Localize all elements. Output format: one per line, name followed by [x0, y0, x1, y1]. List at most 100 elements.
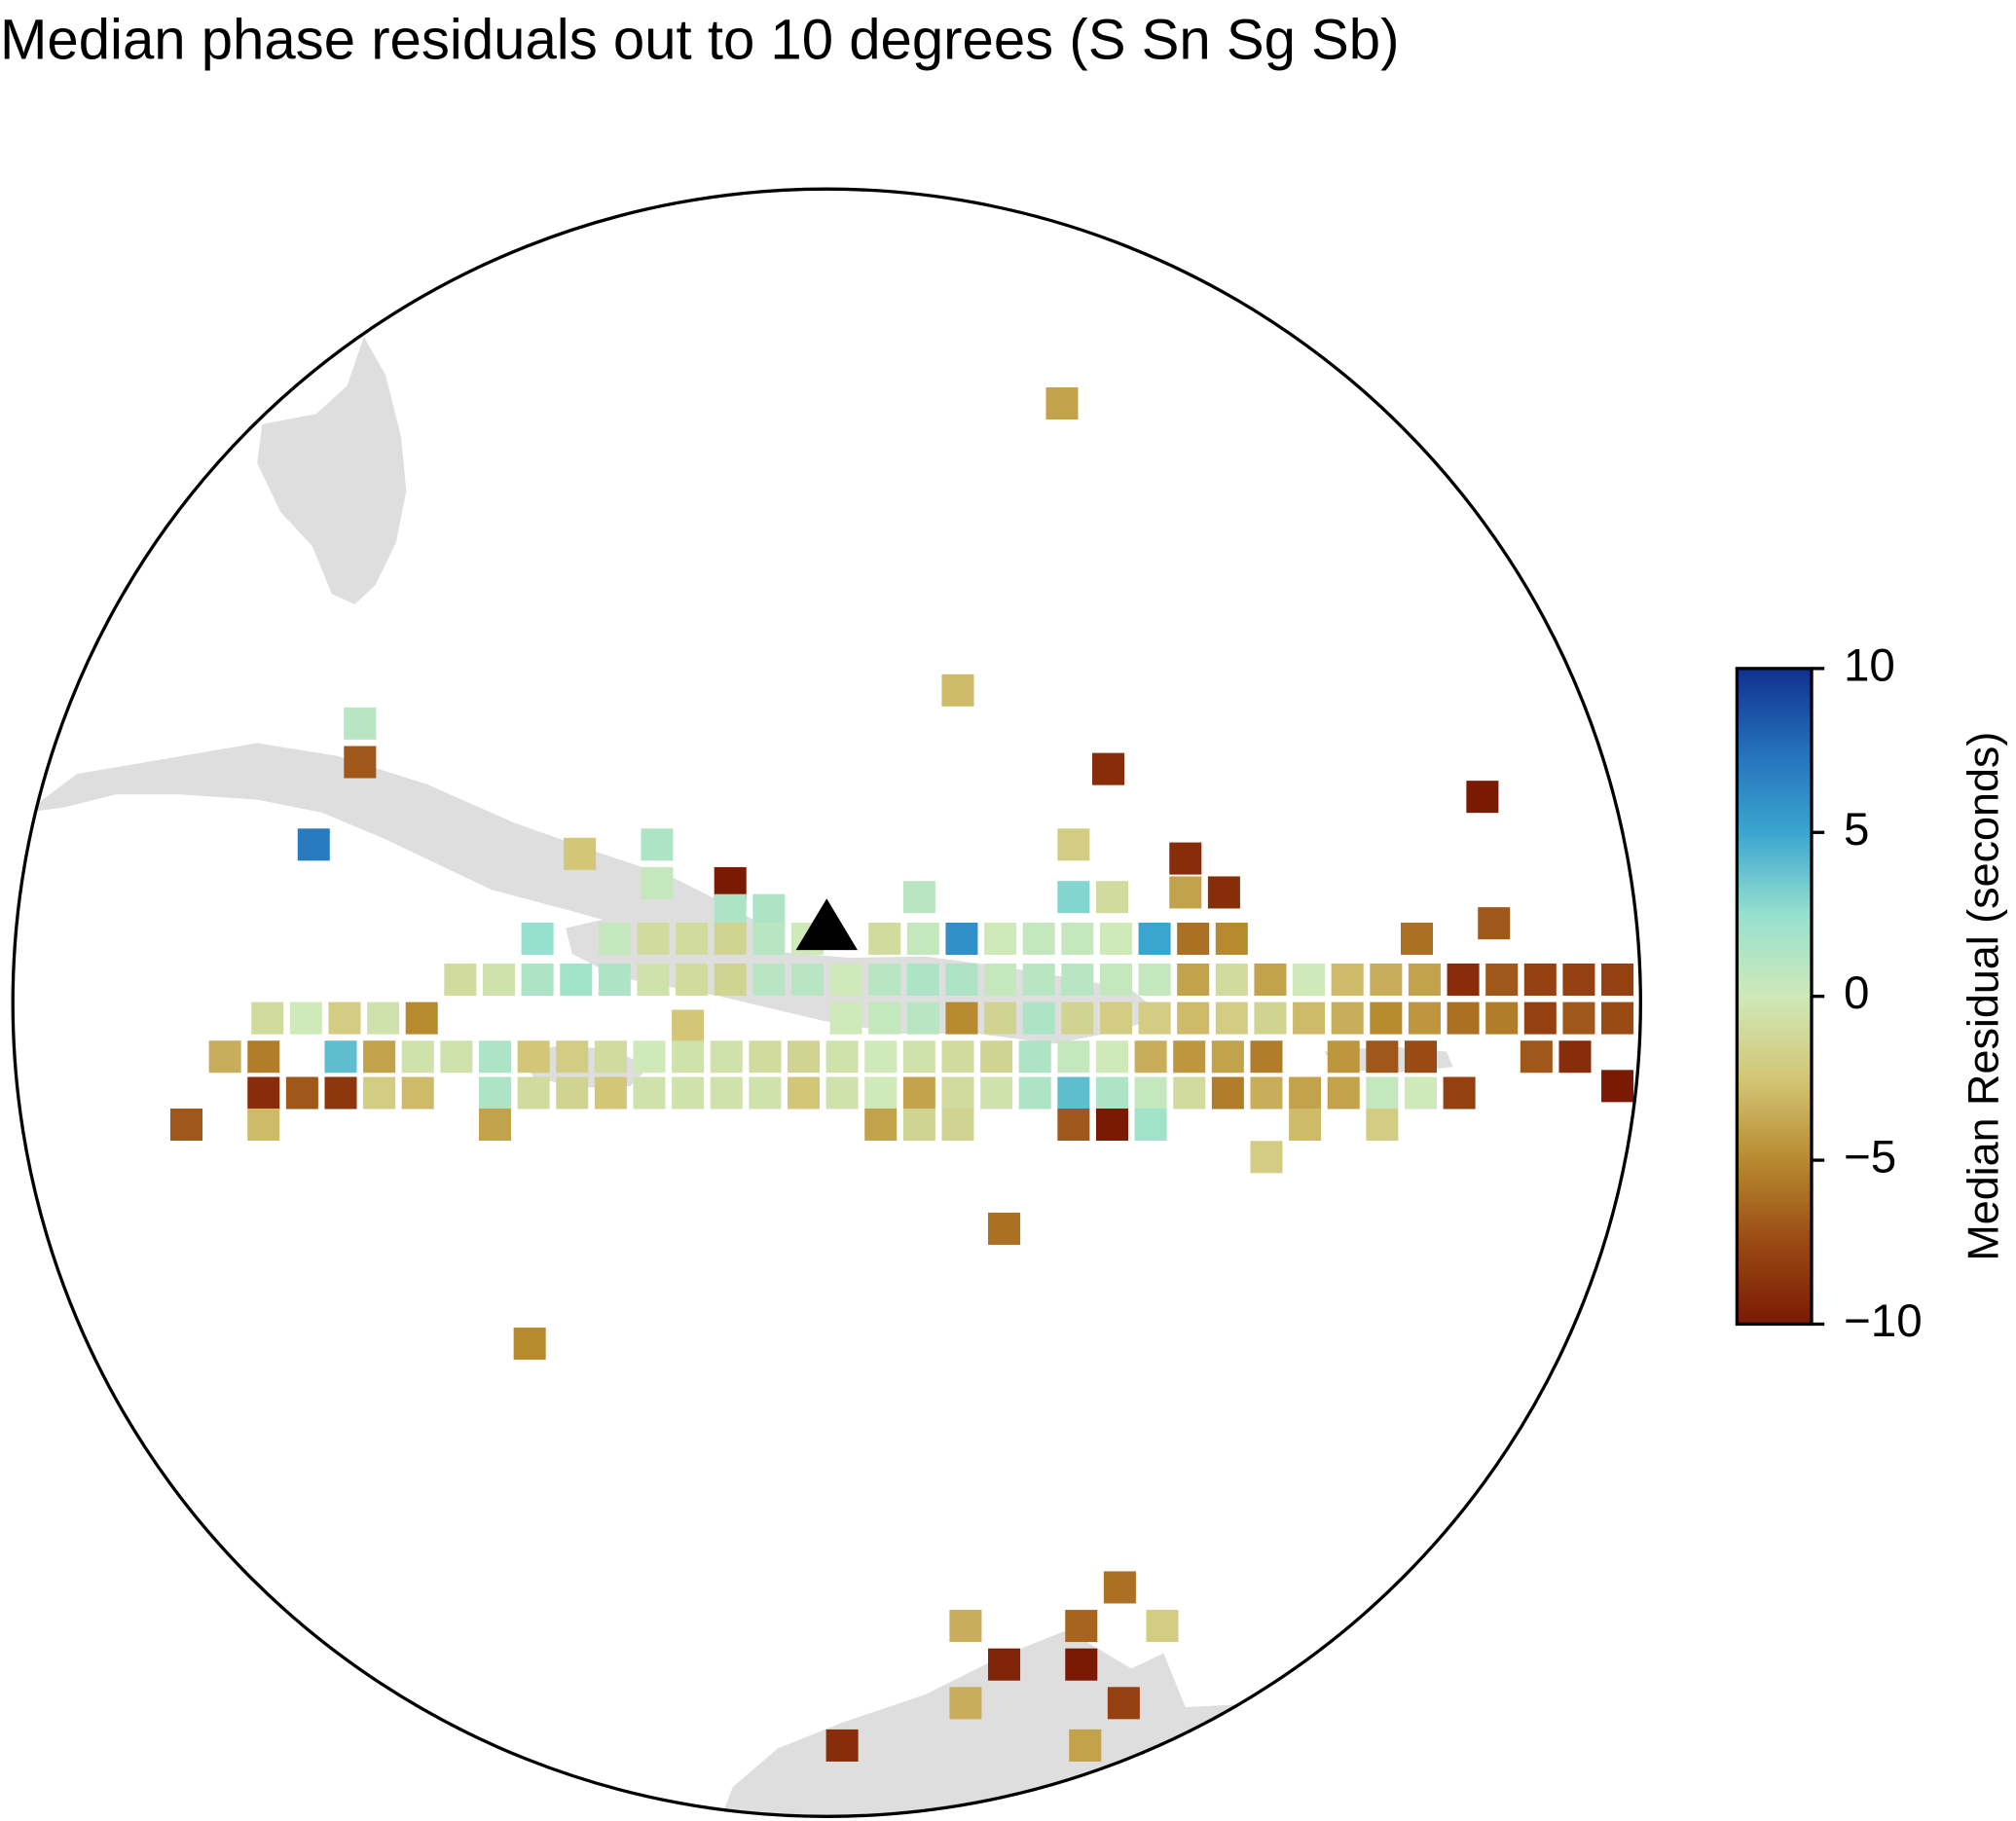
residual-cell [1366, 1076, 1399, 1110]
residual-cell [1250, 1040, 1283, 1074]
residual-cell [980, 1040, 1013, 1074]
colorbar-tick-label: 10 [1844, 639, 1895, 691]
residual-cell [517, 1076, 550, 1110]
residual-cell [478, 1108, 512, 1141]
residual-cell [672, 1076, 705, 1110]
residual-cell [787, 1076, 821, 1110]
residual-cell [1146, 1610, 1179, 1643]
residual-cell [790, 963, 824, 997]
residual-cell [988, 1212, 1021, 1245]
residual-cell [1370, 1002, 1403, 1035]
residual-cell [1254, 1002, 1287, 1035]
residual-cell [864, 1108, 898, 1141]
residual-cell [1134, 1108, 1167, 1141]
residual-cell [1065, 1610, 1098, 1643]
residual-cell [1293, 963, 1326, 997]
colorbar-tick-label: 0 [1844, 967, 1869, 1019]
residual-cell [1408, 963, 1441, 997]
residual-cell [1366, 1040, 1399, 1074]
residual-cell [1095, 1108, 1128, 1141]
residual-cell [1523, 1002, 1557, 1035]
residual-cell [1404, 1076, 1437, 1110]
residual-cell [906, 1002, 939, 1035]
residual-cell [1173, 1076, 1206, 1110]
residual-cell [749, 1040, 782, 1074]
residual-cell [1215, 1002, 1248, 1035]
colorbar-tick-label: −10 [1844, 1295, 1923, 1347]
residual-cell [941, 674, 974, 707]
residual-cell [1065, 1648, 1098, 1681]
residual-cell [556, 1040, 589, 1074]
residual-cell [1061, 1002, 1094, 1035]
residual-cell [988, 1648, 1021, 1681]
residual-cell [1099, 1002, 1132, 1035]
residual-cell [444, 963, 477, 997]
residual-cell [1022, 922, 1055, 956]
residual-cell [478, 1076, 512, 1110]
residual-cell [594, 1040, 627, 1074]
residual-cell [560, 963, 593, 997]
residual-cell [1207, 876, 1240, 909]
residual-cell [1138, 963, 1171, 997]
residual-cell [676, 922, 709, 956]
residual-cell [710, 1040, 743, 1074]
residual-cell [941, 1076, 974, 1110]
residual-cell [633, 1076, 666, 1110]
residual-cell [1447, 1002, 1480, 1035]
residual-cell [1466, 781, 1499, 814]
residual-cell [1045, 387, 1079, 420]
residual-cell [478, 1040, 512, 1074]
residual-cell [344, 707, 377, 740]
residual-cell [1289, 1076, 1322, 1110]
residual-cell [902, 1108, 935, 1141]
residual-cell [289, 1002, 322, 1035]
residual-cell [247, 1076, 280, 1110]
residual-cell [864, 1040, 898, 1074]
residual-cell [247, 1040, 280, 1074]
florida [257, 337, 407, 604]
residual-cell [714, 866, 747, 899]
residual-cell [868, 1002, 901, 1035]
residual-cell [714, 922, 747, 956]
residual-cell [714, 893, 747, 927]
residual-cell [941, 1108, 974, 1141]
residual-cell [984, 963, 1017, 997]
residual-cell [1562, 963, 1595, 997]
residual-cell [714, 963, 747, 997]
residual-cell [1211, 1040, 1244, 1074]
residual-cell [637, 922, 670, 956]
residual-cell [637, 963, 670, 997]
residual-cell [984, 1002, 1017, 1035]
residual-cell [1293, 1002, 1326, 1035]
residual-cell [1134, 1076, 1167, 1110]
residual-cell [367, 1002, 400, 1035]
residual-cell [1057, 1108, 1090, 1141]
station-marker [795, 898, 858, 951]
residual-cell [1331, 963, 1364, 997]
residual-cell [1061, 963, 1094, 997]
residual-cell [1601, 963, 1634, 997]
residual-cell [513, 1328, 546, 1361]
residual-cell [641, 828, 674, 861]
residual-cell [1169, 842, 1202, 875]
residual-cell [906, 922, 939, 956]
residual-cell [401, 1040, 434, 1074]
residual-cell [829, 1002, 862, 1035]
residual-cell [1022, 963, 1055, 997]
residual-cell [328, 1002, 361, 1035]
residual-cell [868, 963, 901, 997]
residual-cell [1558, 1040, 1592, 1074]
residual-cell [902, 1040, 935, 1074]
residual-cell [324, 1076, 357, 1110]
residual-cell [1443, 1076, 1476, 1110]
residual-cell [324, 1040, 357, 1074]
residual-cell [564, 837, 597, 870]
residual-cell [1601, 1070, 1634, 1103]
residual-cell [633, 1040, 666, 1074]
residual-cell [945, 922, 978, 956]
residual-cell [1478, 907, 1511, 940]
residual-cell [363, 1076, 396, 1110]
residual-cell [1327, 1076, 1360, 1110]
residual-cell [1138, 922, 1171, 956]
